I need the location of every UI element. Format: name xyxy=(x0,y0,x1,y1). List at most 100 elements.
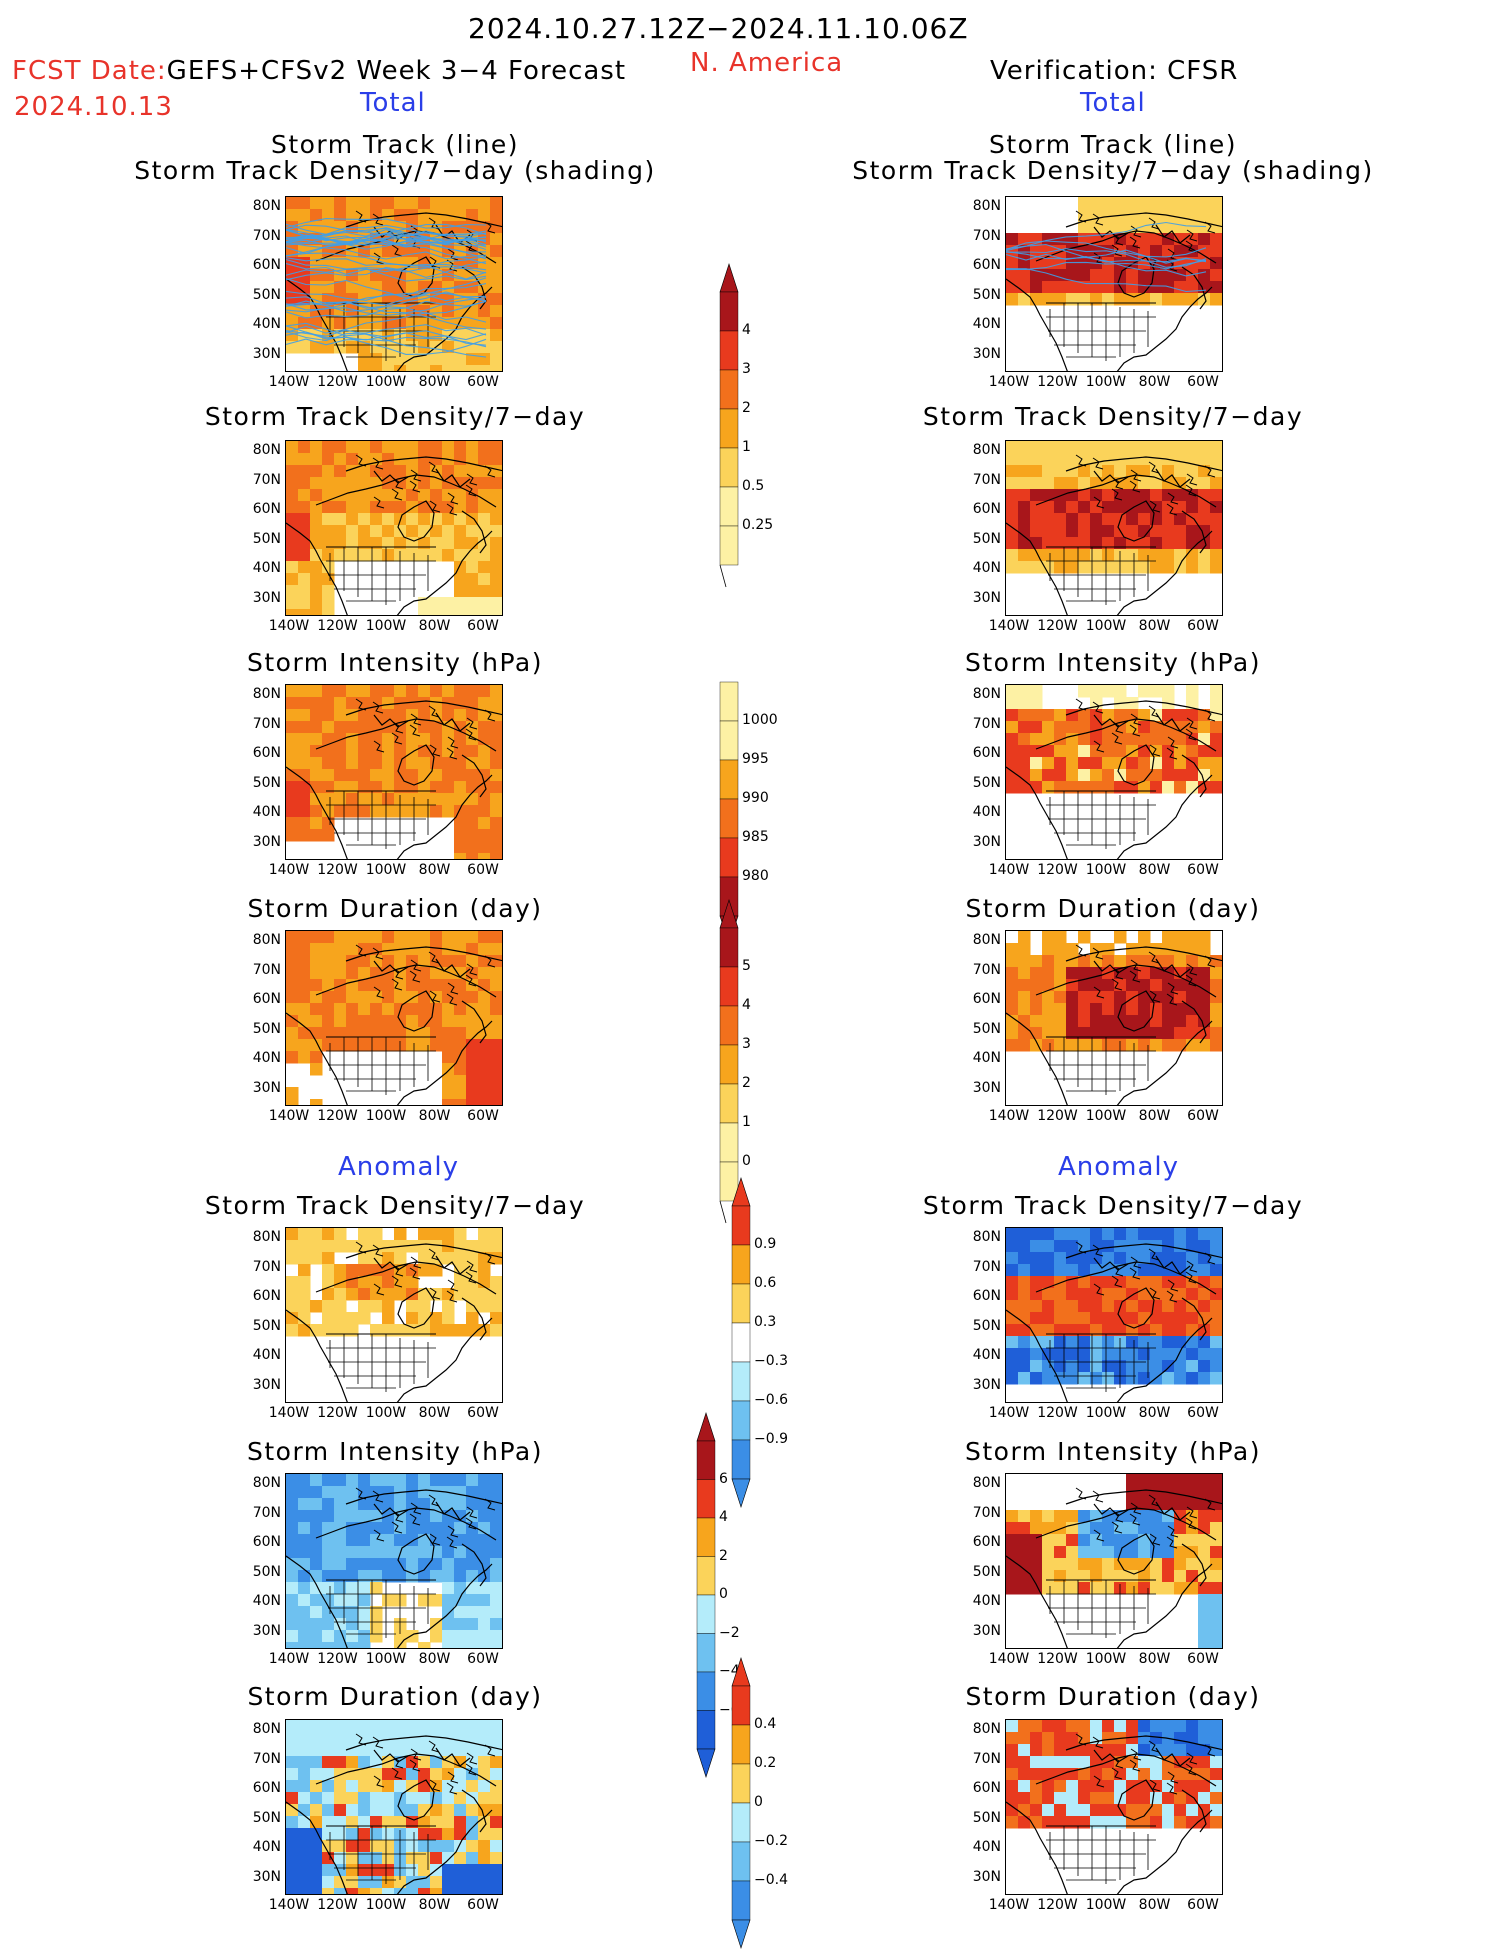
lat-tick-label: 30N xyxy=(972,1868,1001,1885)
right-duration-map xyxy=(1005,930,1223,1106)
colorbar-tick-label: −4 xyxy=(719,1663,740,1679)
lat-tick-label: 60N xyxy=(972,1534,1001,1550)
lat-tick-label: 30N xyxy=(252,1376,281,1393)
colorbar-tick-label: 1 xyxy=(742,439,751,455)
fcst-date-prefix: FCST Date: xyxy=(12,56,167,86)
right-density-title: Storm Track Density/7−day xyxy=(922,402,1304,431)
colorbar-tick-label: 0.3 xyxy=(754,1314,777,1330)
colorbar-tick-label: 2 xyxy=(742,400,751,416)
colorbar-tick-label: 3 xyxy=(742,361,751,377)
colorbar-tick-label: 5 xyxy=(742,958,751,974)
lon-tick-label: 140W xyxy=(268,1108,310,1124)
lon-tick-label: 120W xyxy=(1037,1405,1078,1421)
lon-tick-label: 60W xyxy=(467,618,499,634)
lat-tick-label: 80N xyxy=(972,198,1001,214)
lon-tick-label: 120W xyxy=(1037,1651,1078,1667)
lat-tick-label: 40N xyxy=(252,1593,281,1609)
lon-tick-label: 60W xyxy=(1187,618,1219,634)
left-track-title-line2: Storm Track Density/7−day (shading) xyxy=(134,156,656,185)
lat-tick-label: 70N xyxy=(252,961,281,978)
colorbar-tick-label: 0.25 xyxy=(742,517,774,533)
lat-tick-label: 80N xyxy=(972,932,1001,948)
lon-tick-label: 100W xyxy=(365,618,407,634)
left-track-map xyxy=(285,196,503,372)
lon-tick-label: 100W xyxy=(1085,1897,1127,1913)
colorbar-tick-label: 995 xyxy=(742,751,769,767)
lat-tick-label: 80N xyxy=(252,686,281,702)
right-anom-intensity-title: Storm Intensity (hPa) xyxy=(965,1437,1261,1466)
lat-tick-label: 50N xyxy=(972,286,1001,303)
lat-tick-label: 30N xyxy=(972,833,1001,850)
lat-tick-label: 70N xyxy=(972,227,1001,244)
lat-tick-label: 40N xyxy=(252,316,281,332)
lat-tick-label: 40N xyxy=(972,560,1001,576)
lat-tick-label: 80N xyxy=(252,1721,281,1737)
lat-tick-label: 40N xyxy=(252,1839,281,1855)
lat-tick-label: 50N xyxy=(972,1020,1001,1037)
right-track-title: Storm Track (line) Storm Track Density/7… xyxy=(813,132,1413,184)
lon-tick-label: 140W xyxy=(988,1651,1030,1667)
lon-tick-label: 120W xyxy=(1037,1897,1078,1913)
lon-tick-label: 80W xyxy=(418,1897,451,1913)
colorbar-tick-label: −0.2 xyxy=(754,1833,788,1849)
lon-tick-label: 100W xyxy=(365,862,407,878)
lat-tick-label: 70N xyxy=(252,715,281,732)
right-anom-duration-map xyxy=(1005,1719,1223,1895)
lon-tick-label: 80W xyxy=(418,862,451,878)
colorbar-tick-label: 980 xyxy=(742,868,769,884)
lon-tick-label: 60W xyxy=(467,862,499,878)
lon-tick-label: 140W xyxy=(988,862,1030,878)
lat-tick-label: 40N xyxy=(252,804,281,820)
lon-tick-label: 120W xyxy=(1037,862,1078,878)
lon-tick-label: 120W xyxy=(317,1897,358,1913)
lon-tick-label: 140W xyxy=(268,862,310,878)
lat-tick-label: 80N xyxy=(972,686,1001,702)
lat-tick-label: 50N xyxy=(252,1809,281,1826)
colorbar-tick-label: 4 xyxy=(719,1509,728,1525)
lon-tick-label: 140W xyxy=(988,1108,1030,1124)
lon-tick-label: 80W xyxy=(1138,1897,1171,1913)
lat-tick-label: 40N xyxy=(972,1347,1001,1363)
lon-tick-label: 100W xyxy=(1085,618,1127,634)
lon-tick-label: 140W xyxy=(988,618,1030,634)
lat-tick-label: 60N xyxy=(972,257,1001,273)
lat-tick-label: 30N xyxy=(972,589,1001,606)
lon-tick-label: 100W xyxy=(1085,374,1127,390)
lat-tick-label: 70N xyxy=(252,1258,281,1275)
lat-tick-label: 30N xyxy=(252,1622,281,1639)
lat-tick-label: 80N xyxy=(972,442,1001,458)
lon-tick-label: 60W xyxy=(1187,1405,1219,1421)
right-intensity-title: Storm Intensity (hPa) xyxy=(965,648,1261,677)
lat-tick-label: 30N xyxy=(972,1622,1001,1639)
fcst-product: GEFS+CFSv2 Week 3−4 Forecast xyxy=(166,56,627,86)
lon-tick-label: 120W xyxy=(317,862,358,878)
lon-tick-label: 60W xyxy=(467,1651,499,1667)
colorbar-tick-label: 0.9 xyxy=(754,1236,777,1252)
lat-tick-label: 70N xyxy=(972,715,1001,732)
lon-tick-label: 60W xyxy=(1187,1897,1219,1913)
lon-tick-label: 100W xyxy=(365,1405,407,1421)
lat-tick-label: 60N xyxy=(252,745,281,761)
left-intensity-map xyxy=(285,684,503,860)
lon-tick-label: 80W xyxy=(1138,1651,1171,1667)
lon-tick-label: 140W xyxy=(268,374,310,390)
lat-tick-label: 30N xyxy=(252,1868,281,1885)
colorbar-tick-label: −0.4 xyxy=(754,1872,788,1888)
left-track-title-line1: Storm Track (line) xyxy=(270,130,520,159)
left-anom-intensity-map xyxy=(285,1473,503,1649)
colorbar-tick-label: 1 xyxy=(742,1114,751,1130)
left-total-label: Total xyxy=(360,88,426,118)
colorbar-tick-label: 4 xyxy=(742,322,751,338)
lon-tick-label: 60W xyxy=(467,1405,499,1421)
colorbar-tick-label: 0.2 xyxy=(754,1755,777,1771)
left-anomaly-label: Anomaly xyxy=(338,1152,460,1182)
lat-tick-label: 80N xyxy=(252,198,281,214)
region-label: N. America xyxy=(690,48,844,78)
lon-tick-label: 60W xyxy=(1187,374,1219,390)
lat-tick-label: 60N xyxy=(252,1288,281,1304)
lat-tick-label: 70N xyxy=(972,1504,1001,1521)
lon-tick-label: 140W xyxy=(268,1405,310,1421)
left-intensity-title: Storm Intensity (hPa) xyxy=(247,648,543,677)
lon-tick-label: 60W xyxy=(1187,1651,1219,1667)
lat-tick-label: 70N xyxy=(972,1750,1001,1767)
